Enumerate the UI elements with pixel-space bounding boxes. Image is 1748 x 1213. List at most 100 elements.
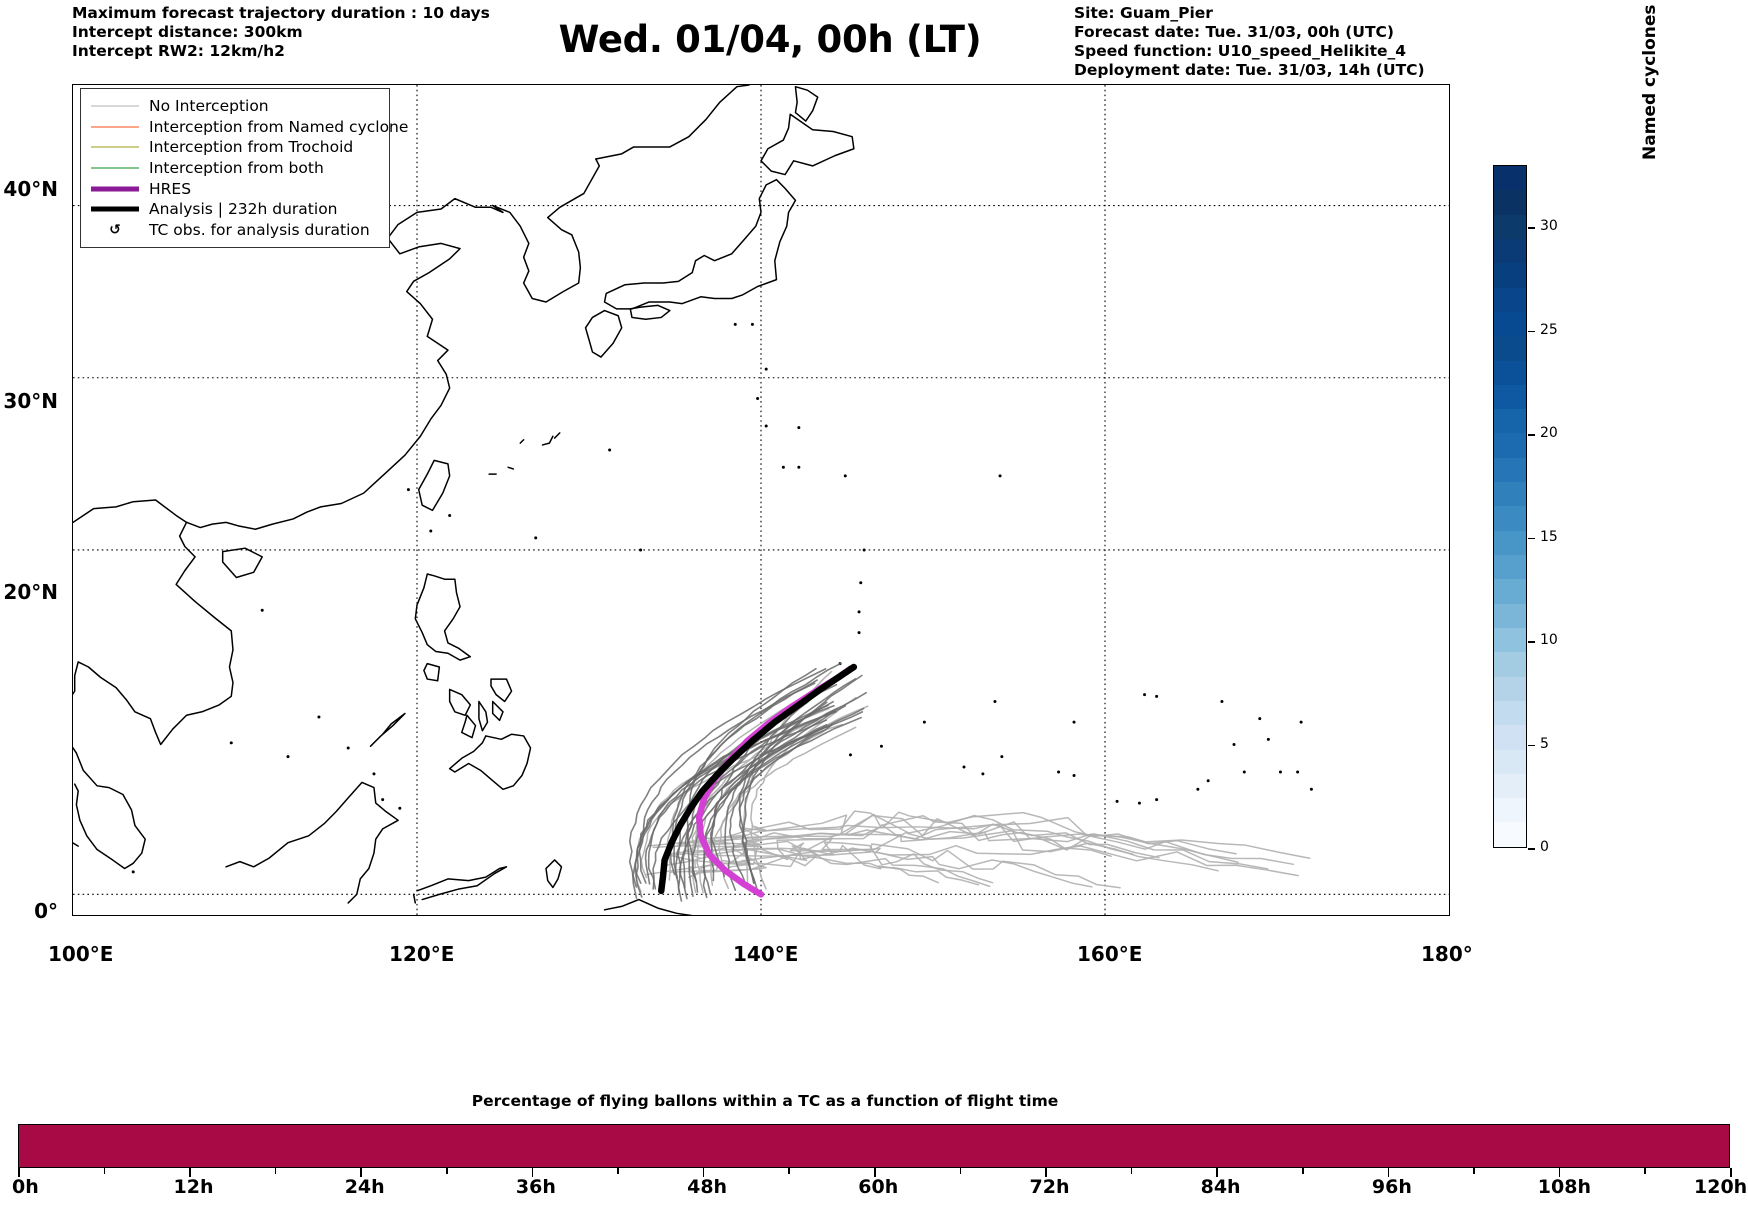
time-axis-minor-tick bbox=[446, 1168, 448, 1174]
lat-label-40N: 40°N bbox=[3, 177, 58, 201]
time-axis-tick bbox=[1558, 1168, 1561, 1177]
colorbar-segment bbox=[1494, 555, 1526, 580]
lat-label-0: 0° bbox=[34, 899, 58, 923]
colorbar-segment bbox=[1494, 798, 1526, 823]
colorbar-segment bbox=[1494, 287, 1526, 312]
colorbar-segment bbox=[1494, 482, 1526, 507]
legend-item-hres[interactable]: HRES bbox=[89, 178, 381, 199]
time-axis-minor-tick bbox=[1130, 1168, 1133, 1174]
header-right-block: Site: Guam_Pier Forecast date: Tue. 31/0… bbox=[1074, 4, 1425, 80]
time-axis-label: 48h bbox=[687, 1176, 728, 1198]
legend-item-tc-obs[interactable]: ↺ TC obs. for analysis duration bbox=[89, 220, 381, 241]
colorbar-segment bbox=[1494, 700, 1526, 726]
colorbar-tick-label: 0 bbox=[1540, 839, 1549, 855]
colorbar bbox=[1493, 165, 1527, 848]
colorbar-tick bbox=[1528, 537, 1535, 540]
legend-item-both[interactable]: Interception from both bbox=[89, 158, 381, 179]
colorbar-segment bbox=[1494, 263, 1526, 288]
map-canvas bbox=[73, 85, 1449, 915]
colorbar-segment bbox=[1494, 749, 1526, 774]
time-axis-minor-tick bbox=[788, 1168, 790, 1174]
legend-swatch-trochoid bbox=[89, 137, 141, 157]
colorbar-tick-label: 25 bbox=[1540, 321, 1558, 338]
time-axis-tick bbox=[189, 1168, 191, 1177]
time-axis-tick bbox=[1387, 1168, 1390, 1177]
colorbar-tick-label: 20 bbox=[1540, 425, 1558, 442]
lon-label-100E: 100°E bbox=[48, 942, 114, 966]
header-left-block: Maximum forecast trajectory duration : 1… bbox=[72, 4, 490, 61]
time-axis-label: 12h bbox=[173, 1176, 214, 1198]
map-gridlines bbox=[73, 85, 1449, 915]
coastline-layer bbox=[73, 85, 1313, 915]
colorbar-segment bbox=[1494, 822, 1526, 847]
legend-swatch-no-interception bbox=[89, 96, 141, 116]
colorbar-tick bbox=[1528, 330, 1535, 333]
lat-label-30N: 30°N bbox=[3, 389, 58, 413]
legend-item-trochoid[interactable]: Interception from Trochoid bbox=[89, 137, 381, 158]
legend-swatch-hres bbox=[89, 179, 141, 199]
map-plot-area[interactable] bbox=[72, 84, 1450, 916]
legend-item-analysis[interactable]: Analysis | 232h duration bbox=[89, 199, 381, 220]
time-axis-tick bbox=[531, 1168, 534, 1177]
map-legend: No Interception Interception from Named … bbox=[80, 88, 408, 249]
percentage-bar-caption: Percentage of flying ballons within a TC… bbox=[471, 1092, 1059, 1110]
legend-label-trochoid: Interception from Trochoid bbox=[149, 138, 354, 157]
percentage-bar bbox=[18, 1124, 1730, 1168]
legend-item-no-interception[interactable]: No Interception bbox=[89, 96, 381, 117]
colorbar-segment bbox=[1494, 457, 1526, 483]
time-axis-minor-tick bbox=[959, 1168, 962, 1174]
legend-label-analysis: Analysis | 232h duration bbox=[149, 200, 338, 219]
time-axis-minor-tick bbox=[617, 1168, 619, 1174]
colorbar-segment bbox=[1494, 311, 1526, 337]
colorbar-segment bbox=[1494, 214, 1526, 239]
header-line-deployment-date: Deployment date: Tue. 31/03, 14h (UTC) bbox=[1074, 61, 1425, 79]
colorbar-segment bbox=[1494, 773, 1526, 799]
header-line-intercept-rw2: Intercept RW2: 12km/h2 bbox=[72, 42, 285, 60]
legend-swatch-named-cyclone bbox=[89, 117, 141, 137]
colorbar-segment bbox=[1494, 506, 1526, 531]
time-axis-tick bbox=[1216, 1168, 1218, 1177]
colorbar-segment bbox=[1494, 725, 1526, 750]
header-line-intercept-distance: Intercept distance: 300km bbox=[72, 23, 303, 41]
time-axis-label: 72h bbox=[1029, 1176, 1070, 1198]
lon-label-180: 180° bbox=[1421, 942, 1473, 966]
legend-swatch-both bbox=[89, 158, 141, 178]
time-axis-minor-tick bbox=[1473, 1168, 1475, 1174]
time-axis-label: 96h bbox=[1371, 1176, 1412, 1198]
percentage-bar-fill bbox=[19, 1125, 1729, 1167]
colorbar-tick-label: 10 bbox=[1540, 632, 1558, 648]
time-axis-label: 84h bbox=[1200, 1176, 1241, 1198]
colorbar-tick-label: 5 bbox=[1540, 735, 1549, 752]
time-axis-label: 24h bbox=[344, 1176, 385, 1198]
colorbar-segment bbox=[1494, 409, 1526, 434]
header-line-duration: Maximum forecast trajectory duration : 1… bbox=[72, 4, 490, 22]
colorbar-tick-label: 30 bbox=[1540, 218, 1558, 235]
colorbar-segment bbox=[1494, 360, 1526, 385]
tc-obs-marker-icon: ↺ bbox=[109, 221, 121, 238]
time-axis-label: 60h bbox=[858, 1176, 899, 1198]
header-line-speed-function: Speed function: U10_speed_Helikite_4 bbox=[1074, 42, 1407, 60]
time-axis-label: 36h bbox=[515, 1176, 556, 1198]
legend-label-no-interception: No Interception bbox=[149, 97, 269, 116]
time-axis-tick bbox=[1730, 1168, 1732, 1177]
time-axis-minor-tick bbox=[274, 1168, 277, 1174]
colorbar-segment bbox=[1494, 238, 1526, 264]
colorbar-tick bbox=[1528, 434, 1535, 436]
lon-label-120E: 120°E bbox=[389, 942, 455, 966]
header-line-forecast-date: Forecast date: Tue. 31/03, 00h (UTC) bbox=[1074, 23, 1395, 41]
legend-item-named-cyclone[interactable]: Interception from Named cyclone bbox=[89, 117, 408, 138]
page-title: Wed. 01/04, 00h (LT) bbox=[558, 18, 982, 61]
trajectory-layer bbox=[628, 662, 1311, 902]
colorbar-segment bbox=[1494, 676, 1526, 701]
colorbar-tick bbox=[1528, 848, 1535, 850]
legend-label-tc-obs: TC obs. for analysis duration bbox=[149, 220, 370, 239]
time-axis-tick bbox=[1045, 1168, 1047, 1177]
colorbar-segment bbox=[1494, 603, 1526, 628]
colorbar-tick-label: 15 bbox=[1540, 528, 1558, 545]
colorbar-segment bbox=[1494, 190, 1526, 215]
time-axis-tick bbox=[360, 1168, 362, 1177]
time-axis-label: 0h bbox=[12, 1176, 39, 1198]
time-axis-minor-tick bbox=[1302, 1168, 1304, 1174]
header-line-site: Site: Guam_Pier bbox=[1074, 4, 1213, 22]
colorbar-segment bbox=[1494, 166, 1526, 191]
